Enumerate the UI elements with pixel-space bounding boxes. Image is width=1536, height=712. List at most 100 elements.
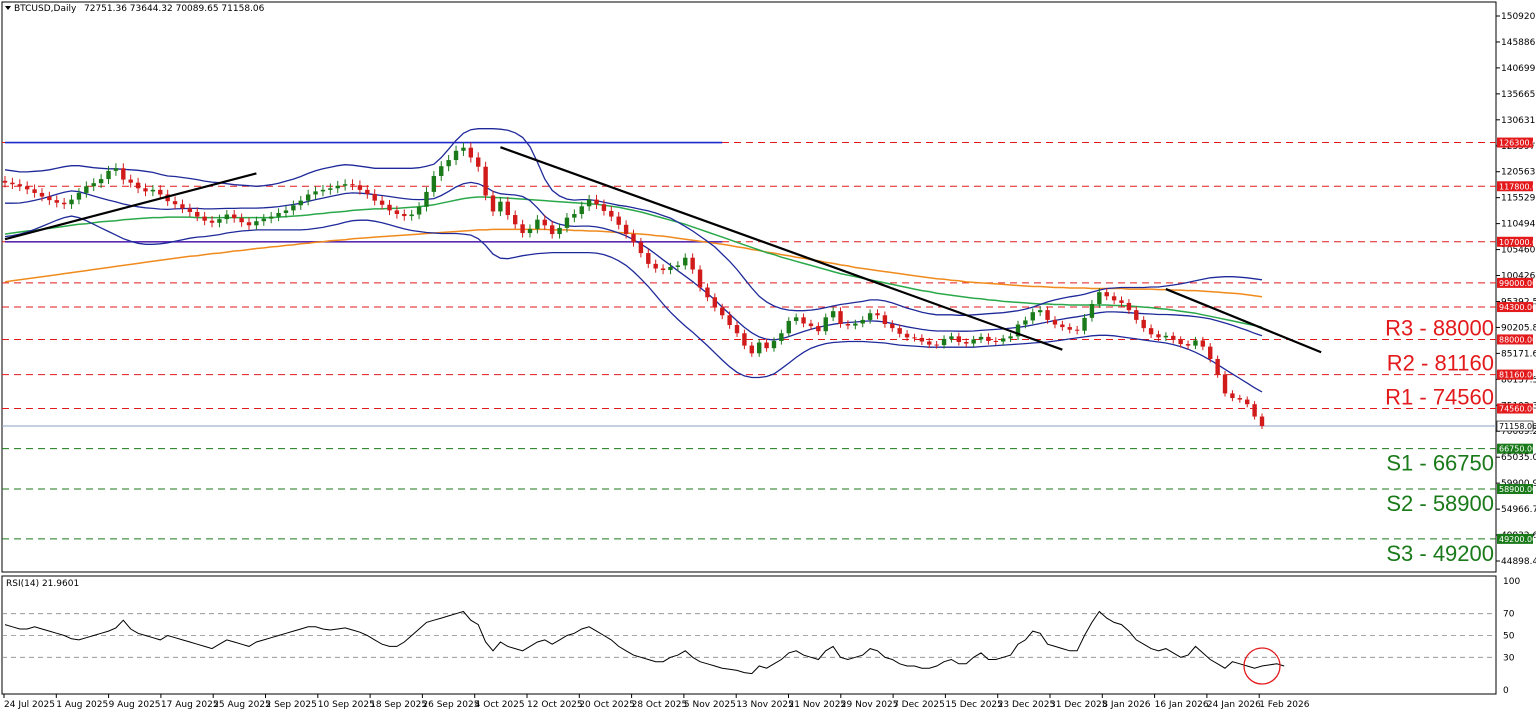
candle-body-37 [276, 212, 281, 217]
candle-body-77 [572, 214, 577, 218]
collapse-triangle-icon[interactable] [5, 6, 11, 10]
ohlc-values: 72751.36 73644.32 70089.65 71158.06 [84, 4, 265, 14]
candle-body-137 [1015, 324, 1021, 337]
rsi-panel-frame [1, 575, 1497, 695]
candle-body-162 [1200, 340, 1206, 347]
x-tick-label-18: 15 Dec 2025 [945, 700, 1003, 710]
candle-body-44 [328, 188, 333, 190]
x-tick-label-3: 17 Aug 2025 [161, 700, 219, 710]
candle-body-76 [564, 217, 570, 228]
candle-body-94 [697, 269, 703, 288]
candle-body-134 [993, 340, 999, 342]
support-tag-2-box [1497, 533, 1533, 544]
candle-body-63 [468, 147, 474, 158]
candle-body-73 [542, 219, 547, 226]
candle-body-6 [47, 196, 52, 201]
candle-body-29 [217, 219, 222, 223]
support-tag-0-text: 66750.00 [1499, 445, 1536, 454]
rsi-level-label-2: 50 [1503, 632, 1515, 642]
y-tick-label-6: 120563.25 [1501, 168, 1536, 178]
candle-body-79 [586, 199, 592, 207]
candle-body-98 [727, 315, 732, 326]
candle-body-164 [1215, 358, 1220, 375]
candle-body-71 [527, 228, 533, 234]
candle-body-31 [232, 214, 237, 219]
range-lines [5, 141, 723, 243]
candle-body-39 [291, 205, 296, 211]
x-axis: 24 Jul 2025 1 Aug 2025 9 Aug 2025 17 Aug 20… [3, 694, 1310, 710]
candle-body-49 [365, 189, 370, 194]
candle-body-46 [342, 184, 348, 186]
candle-body-17 [128, 179, 133, 183]
candles [2, 142, 1265, 429]
candle-body-139 [1030, 312, 1035, 321]
y-tick-label-1: 145886.55 [1501, 38, 1536, 48]
candle-body-65 [483, 166, 488, 196]
candle-body-14 [106, 170, 111, 180]
candle-body-10 [76, 192, 82, 200]
x-tick-label-0: 24 Jul 2025 [4, 700, 55, 710]
rsi-title: RSI(14) 21.9601 [6, 579, 79, 589]
rsi-oversold-circle [1243, 647, 1281, 685]
resistance-tag-7-box [1497, 403, 1533, 414]
candle-body-25 [187, 208, 193, 212]
resistance-tag-4-box [1497, 302, 1533, 313]
current-price-tag-text: 71158.06 [1499, 422, 1536, 431]
y-tick-label-4: 130631.55 [1501, 116, 1536, 126]
candle-body-41 [305, 194, 311, 201]
support-tag-1-text: 58900.00 [1499, 485, 1536, 494]
rsi-line [4, 610, 1285, 675]
candle-body-9 [69, 199, 74, 205]
candle-body-8 [61, 202, 67, 205]
resistance-tag-1-box [1497, 181, 1533, 192]
resistance-tag-0-box [1497, 137, 1533, 148]
candle-body-95 [705, 287, 710, 298]
y-tick-label-21: 44898.45 [1501, 557, 1536, 567]
support-label-2: S3 - 49200 [1386, 541, 1494, 566]
resistance-tag-2-text: 107000.00 [1499, 238, 1536, 247]
y-tick-label-0: 150920.75 [1501, 12, 1536, 22]
candle-body-104 [771, 340, 777, 349]
candle-body-131 [971, 339, 976, 344]
candle-body-86 [638, 242, 644, 254]
candle-body-142 [1052, 319, 1058, 325]
candle-body-132 [978, 336, 984, 340]
bollinger-lower [4, 215, 1263, 393]
candle-body-33 [246, 222, 252, 226]
candle-body-167 [1237, 398, 1243, 400]
resistance-tag-4-text: 94300.00 [1499, 303, 1536, 312]
candle-body-3 [24, 186, 30, 190]
candle-body-102 [757, 342, 762, 354]
candle-body-166 [1230, 393, 1235, 399]
trendline-2 [1165, 288, 1322, 354]
candle-body-1 [10, 182, 15, 185]
candle-body-105 [779, 333, 784, 341]
y-tick-label-14: 80137.50 [1501, 375, 1536, 385]
resistance-tag-3-box [1497, 277, 1533, 288]
candle-body-18 [135, 182, 141, 189]
candle-body-2 [17, 184, 22, 187]
candle-body-130 [964, 342, 969, 344]
candle-body-168 [1245, 399, 1250, 405]
x-tick-label-24: 1 Feb 2026 [1259, 700, 1310, 710]
x-tick-label-20: 31 Dec 2025 [1050, 700, 1108, 710]
trendline-0 [4, 172, 257, 241]
candle-body-28 [209, 220, 215, 223]
candle-body-40 [298, 200, 303, 206]
candle-body-67 [498, 201, 503, 212]
candle-body-43 [320, 189, 326, 192]
candle-body-83 [616, 216, 621, 225]
candle-body-16 [121, 168, 126, 180]
y-tick-label-2: 140699.85 [1501, 64, 1536, 74]
candle-body-163 [1208, 346, 1213, 359]
price-tags: 126300.00 117800.00 107000.00 99000.00 94300… [1496, 137, 1536, 544]
candle-body-111 [823, 317, 828, 332]
rsi-indicator: 100 70 50 30 0 [2, 577, 1520, 696]
x-tick-label-11: 20 Oct 2025 [579, 700, 635, 710]
x-tick-label-23: 24 Jan 2026 [1207, 700, 1261, 710]
candle-body-4 [32, 189, 37, 193]
candle-body-34 [254, 221, 259, 226]
candle-body-169 [1252, 404, 1257, 417]
support-tag-2-text: 49200.00 [1499, 535, 1536, 544]
candle-body-53 [394, 210, 400, 215]
